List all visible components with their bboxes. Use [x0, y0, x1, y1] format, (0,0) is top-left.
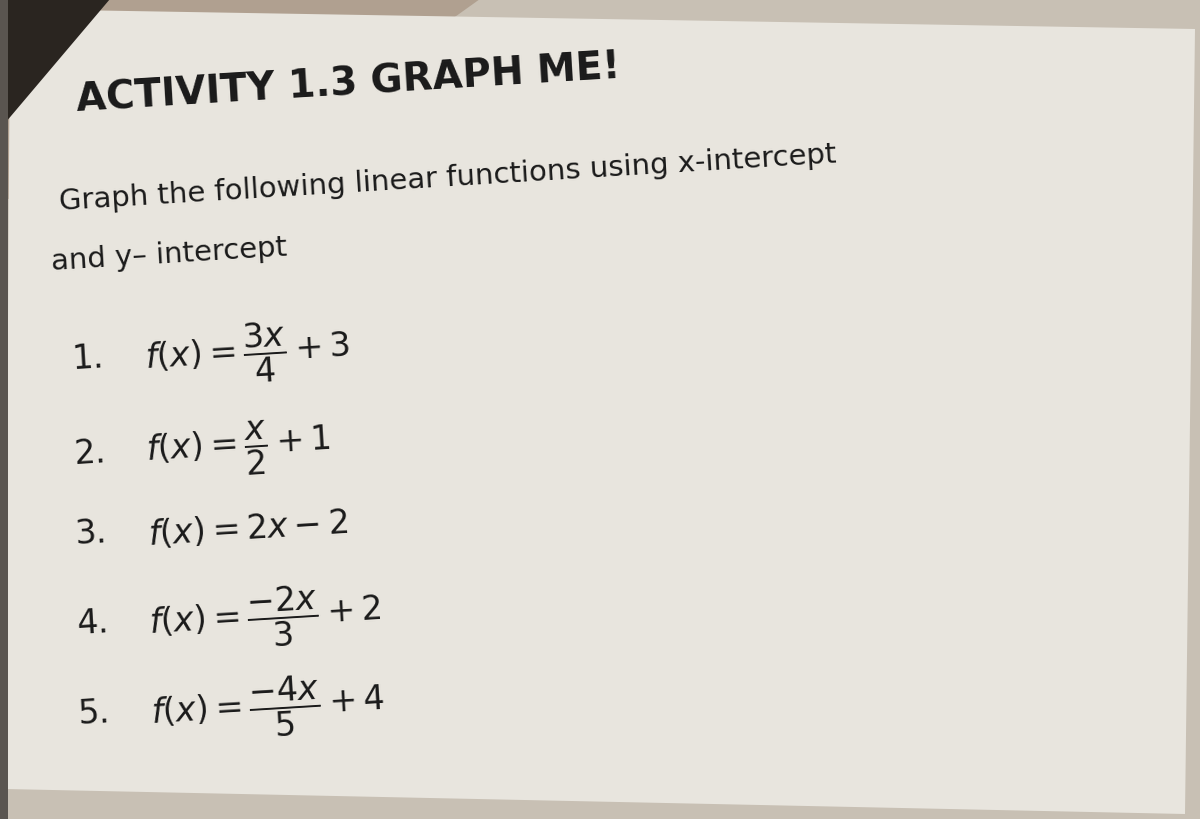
Text: 5.: 5. [77, 695, 110, 731]
Polygon shape [0, 0, 480, 200]
Text: and y– intercept: and y– intercept [50, 233, 288, 276]
Polygon shape [0, 0, 110, 130]
Text: $f(x) = \dfrac{-4x}{5}+4$: $f(x) = \dfrac{-4x}{5}+4$ [149, 667, 386, 746]
Text: 4.: 4. [76, 606, 109, 640]
Polygon shape [5, 10, 1195, 814]
Text: Graph the following linear functions using x-intercept: Graph the following linear functions usi… [58, 140, 838, 215]
Text: ACTIVITY 1.3 GRAPH ME!: ACTIVITY 1.3 GRAPH ME! [74, 48, 622, 120]
Text: $f(x) = \dfrac{-2x}{3}+2$: $f(x) = \dfrac{-2x}{3}+2$ [148, 578, 384, 656]
Text: $f(x) = \dfrac{x}{2}+1$: $f(x) = \dfrac{x}{2}+1$ [145, 414, 332, 483]
Text: $f(x) = \dfrac{3x}{4}+3$: $f(x) = \dfrac{3x}{4}+3$ [143, 315, 352, 391]
Text: 1.: 1. [71, 342, 104, 376]
Text: $f(x) = 2x-2$: $f(x) = 2x-2$ [146, 505, 349, 551]
Text: 3.: 3. [74, 516, 108, 551]
Text: 2.: 2. [72, 436, 107, 471]
Polygon shape [0, 0, 8, 819]
